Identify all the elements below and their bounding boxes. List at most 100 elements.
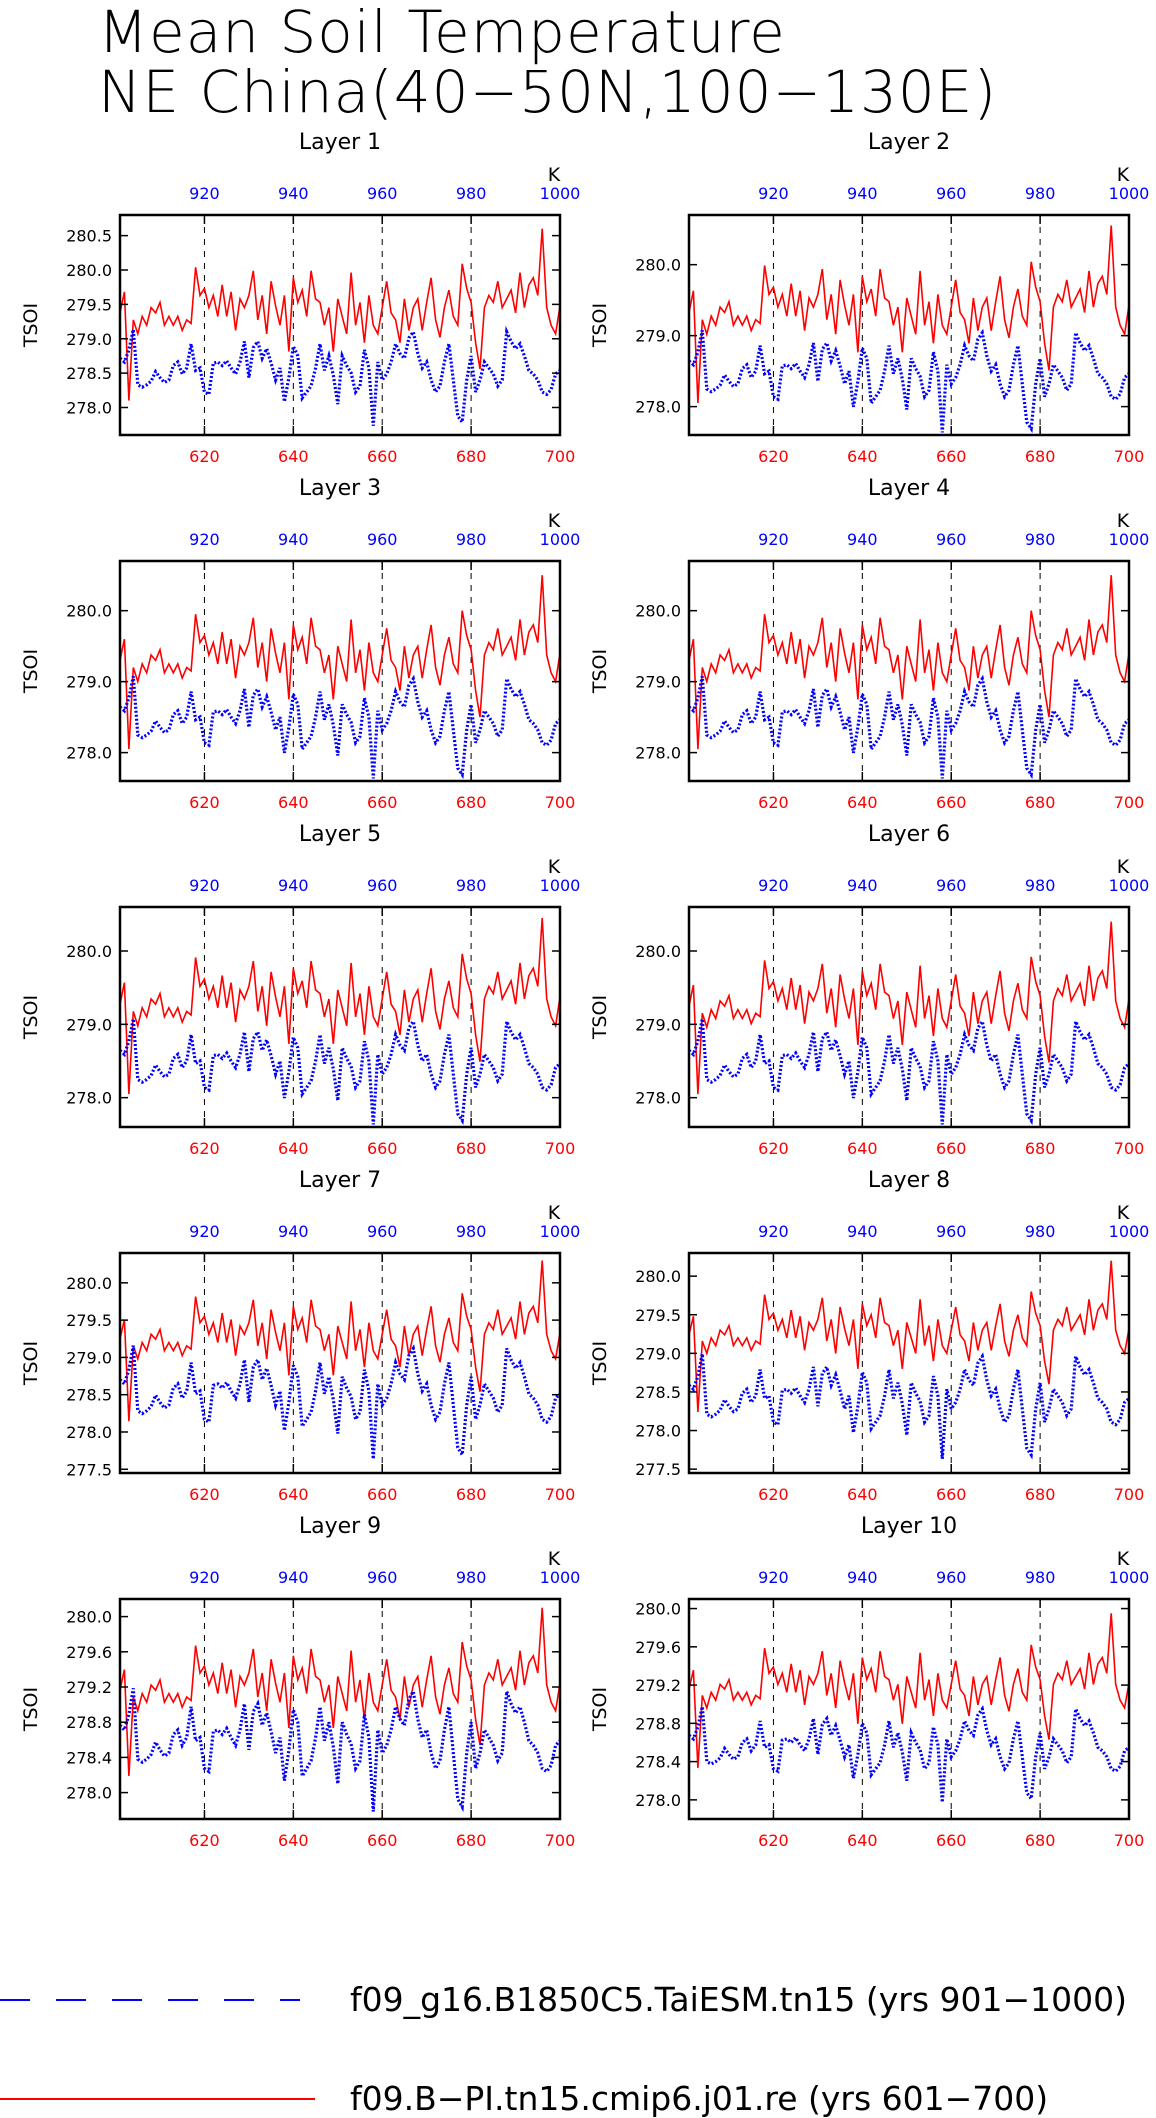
panel-9-xtick-label-700: 700 <box>545 1831 576 1850</box>
panel-1-top-xtick-label-940: 940 <box>278 184 309 203</box>
panel-4-xtick-label-700: 700 <box>1114 793 1145 812</box>
panel-1-xtick-label-620: 620 <box>189 447 220 466</box>
panel-8-ytick-label-277.5: 277.5 <box>635 1460 681 1479</box>
panel-4-ylabel: TSOI <box>589 649 611 694</box>
panel-4-xtick-label-660: 660 <box>936 793 967 812</box>
panel-3-xtick-label-700: 700 <box>545 793 576 812</box>
panel-4-xtick-label-680: 680 <box>1025 793 1056 812</box>
panel-5-xtick-label-620: 620 <box>189 1139 220 1158</box>
panel-4-series-b-line <box>688 575 1130 750</box>
panel-8-ytick-label-278: 278.0 <box>635 1422 681 1441</box>
panel-6-top-xtick-label-940: 940 <box>847 876 878 895</box>
panel-2-xtick-label-660: 660 <box>936 447 967 466</box>
panel-1-ytick-label-280: 280.0 <box>66 261 112 280</box>
panel-7-top-xtick-label-940: 940 <box>278 1222 309 1241</box>
panel-5-xtick-label-660: 660 <box>367 1139 398 1158</box>
panel-1-top-xtick-label-960: 960 <box>367 184 398 203</box>
panel-5-frame <box>118 905 562 1129</box>
panel-1-xtick-label-680: 680 <box>456 447 487 466</box>
panel-10-ytick-label-278.8: 278.8 <box>635 1714 681 1733</box>
panel-8-series-a-line <box>687 1352 1131 1460</box>
panel-7-title: Layer 7 <box>299 1168 381 1193</box>
panel-1-top-xtick-label-1000: 1000 <box>540 184 581 203</box>
panel-2-top-xtick-label-960: 960 <box>936 184 967 203</box>
panel-8-top-xtick-label-920: 920 <box>758 1222 789 1241</box>
panel-7-top-xtick-label-980: 980 <box>456 1222 487 1241</box>
panel-4-title: Layer 4 <box>868 476 950 501</box>
panel-10-top-xtick-label-1000: 1000 <box>1109 1568 1150 1587</box>
panel-6-top-xtick-label-960: 960 <box>936 876 967 895</box>
panel-2-top-axis-label: K <box>1117 164 1130 186</box>
panel-9-xtick-label-640: 640 <box>278 1831 309 1850</box>
panel-5-top-axis-label: K <box>548 856 561 878</box>
panel-8-ylabel: TSOI <box>589 1341 611 1386</box>
panel-8-xtick-label-680: 680 <box>1025 1485 1056 1504</box>
panel-9-xtick-label-660: 660 <box>367 1831 398 1850</box>
panel-3-xtick-label-640: 640 <box>278 793 309 812</box>
panel-7-xtick-label-680: 680 <box>456 1485 487 1504</box>
panel-1-series-a-line <box>118 325 562 427</box>
panel-3-ytick-label-278: 278.0 <box>66 744 112 763</box>
panel-10-ytick-label-279.2: 279.2 <box>635 1676 681 1695</box>
panel-5-xtick-label-680: 680 <box>456 1139 487 1158</box>
panel-3-xtick-label-660: 660 <box>367 793 398 812</box>
panel-7-ytick-label-279.5: 279.5 <box>66 1311 112 1330</box>
panel-10-top-xtick-label-920: 920 <box>758 1568 789 1587</box>
panel-1-ytick-label-279.5: 279.5 <box>66 295 112 314</box>
panel-10-top-axis-label: K <box>1117 1548 1130 1570</box>
panel-4-top-axis-label: K <box>1117 510 1130 532</box>
panel-3-ytick-label-279: 279.0 <box>66 673 112 692</box>
panel-4-ytick-label-278: 278.0 <box>635 744 681 763</box>
panel-7-ytick-label-278.5: 278.5 <box>66 1386 112 1405</box>
panel-7-ytick-label-279: 279.0 <box>66 1348 112 1367</box>
panel-3-top-xtick-label-920: 920 <box>189 530 220 549</box>
panel-6-top-xtick-label-980: 980 <box>1025 876 1056 895</box>
panel-5-series-b-line <box>119 917 561 1095</box>
panel-5-top-xtick-label-940: 940 <box>278 876 309 895</box>
panel-9-top-xtick-label-960: 960 <box>367 1568 398 1587</box>
panel-6-xtick-label-620: 620 <box>758 1139 789 1158</box>
panel-6-title: Layer 6 <box>868 822 950 847</box>
legend-label-series-a: f09_g16.B1850C5.TaiESM.tn15 (yrs 901−100… <box>350 1980 1128 2019</box>
panel-2-top-xtick-label-920: 920 <box>758 184 789 203</box>
panel-4-xtick-label-640: 640 <box>847 793 878 812</box>
panel-3-title: Layer 3 <box>299 476 381 501</box>
panel-3-top-xtick-label-1000: 1000 <box>540 530 581 549</box>
panel-7-ylabel: TSOI <box>20 1341 42 1386</box>
panel-2-top-xtick-label-940: 940 <box>847 184 878 203</box>
panel-1-ylabel: TSOI <box>20 303 42 348</box>
panel-8-top-xtick-label-940: 940 <box>847 1222 878 1241</box>
panel-9-series-b-line <box>119 1607 561 1777</box>
panel-10-series-a-line <box>687 1702 1130 1803</box>
panel-6-xtick-label-640: 640 <box>847 1139 878 1158</box>
panel-9-ytick-label-278.8: 278.8 <box>66 1713 112 1732</box>
panel-3-xtick-label-620: 620 <box>189 793 220 812</box>
panel-5-ytick-label-280: 280.0 <box>66 942 112 961</box>
panel-10-ytick-label-280: 280.0 <box>635 1600 681 1619</box>
panel-7-xtick-label-700: 700 <box>545 1485 576 1504</box>
panel-1-ytick-label-278: 278.0 <box>66 399 112 418</box>
page-title: Mean Soil Temperature NE China(40−50N,10… <box>98 2 997 122</box>
panel-10-ytick-label-278.4: 278.4 <box>635 1753 681 1772</box>
panel-6-ytick-label-279: 279.0 <box>635 1015 681 1034</box>
panel-9-ytick-label-279.6: 279.6 <box>66 1643 112 1662</box>
panel-1-series-b-line <box>119 228 561 401</box>
panel-8-ytick-label-278.5: 278.5 <box>635 1383 681 1402</box>
panel-9-ytick-label-278: 278.0 <box>66 1784 112 1803</box>
panel-2-series-a-line <box>687 328 1131 434</box>
panel-7-series-b-line <box>119 1260 561 1422</box>
panel-2-xtick-label-620: 620 <box>758 447 789 466</box>
panel-7-ytick-label-280: 280.0 <box>66 1274 112 1293</box>
page-title-line-1: Mean Soil Temperature <box>98 0 786 66</box>
panel-3-series-a-line <box>118 674 562 780</box>
panel-10-xtick-label-700: 700 <box>1114 1831 1145 1850</box>
panel-6-ytick-label-278: 278.0 <box>635 1089 681 1108</box>
panel-1-ytick-label-280.5: 280.5 <box>66 227 112 246</box>
panel-6-series-b-line <box>688 921 1130 1095</box>
panel-1-xtick-label-660: 660 <box>367 447 398 466</box>
panel-5-ylabel: TSOI <box>20 995 42 1040</box>
panel-9-ylabel: TSOI <box>20 1687 42 1732</box>
panel-2-title: Layer 2 <box>868 130 950 155</box>
panel-2-series-b-line <box>688 225 1130 404</box>
